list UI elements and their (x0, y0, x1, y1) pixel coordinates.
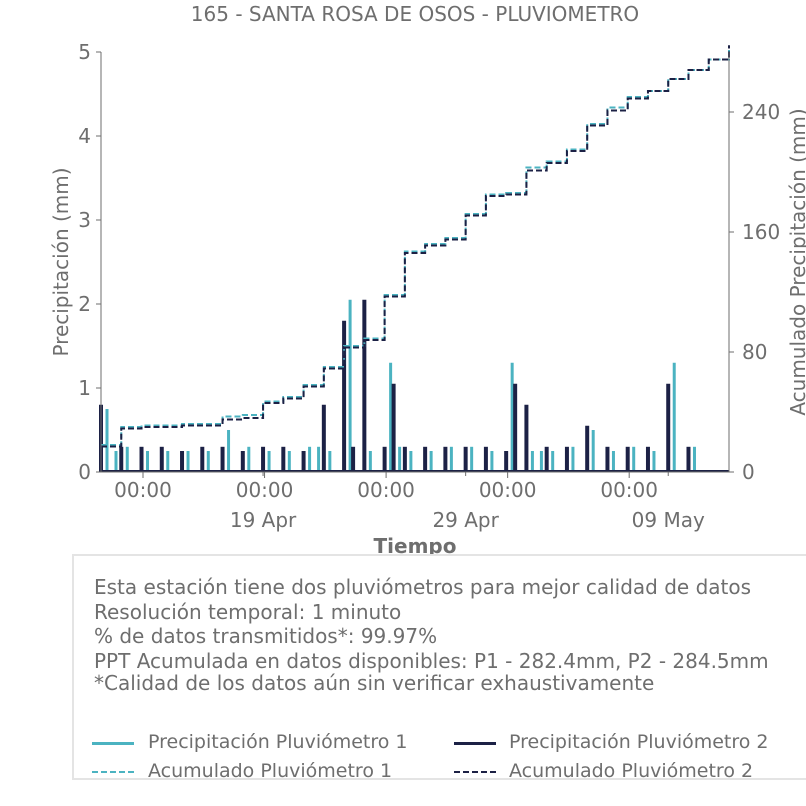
y2-axis-label: Acumulado Precipitación (mm) (786, 108, 806, 415)
x-tick-label: 00:00 (114, 478, 172, 502)
x-tick-label: 00:00 (357, 478, 415, 502)
info-line-stations: Esta estación tiene dos pluviómetros par… (94, 575, 752, 599)
y2-tick-label: 80 (742, 340, 767, 364)
y-tick-label: 4 (78, 124, 91, 148)
legend-swatch-a2 (454, 771, 496, 773)
info-line-resolution: Resolución temporal: 1 minuto (94, 600, 402, 624)
x-tick-label: 00:00 (479, 478, 537, 502)
y-axis-label: Precipitación (mm) (49, 167, 73, 356)
x-date-label: 09 May (632, 508, 705, 532)
x-date-label: 19 Apr (230, 508, 297, 532)
chart-canvas: 165 - SANTA ROSA DE OSOS - PLUVIOMETRO 0… (49, 2, 806, 558)
legend-label-p1: Precipitación Pluviómetro 1 (148, 731, 408, 753)
y-tick-label: 1 (78, 376, 91, 400)
y2-tick-label: 240 (742, 100, 780, 124)
info-line-transmitted: % de datos transmitidos*: 99.97% (94, 624, 438, 648)
y2-tick-label: 0 (742, 460, 755, 484)
y-tick-label: 5 (78, 40, 91, 64)
info-line-accumulated: PPT Acumulada en datos disponibles: P1 -… (94, 649, 769, 673)
y-tick-label: 0 (78, 460, 91, 484)
info-box: Esta estación tiene dos pluviómetros par… (72, 554, 806, 782)
cumulative-line-1 (101, 48, 730, 446)
x-tick-label: 00:00 (600, 478, 658, 502)
chart-title: 165 - SANTA ROSA DE OSOS - PLUVIOMETRO (191, 2, 639, 26)
legend-label-p2: Precipitación Pluviómetro 2 (509, 731, 769, 753)
info-line-quality-note: *Calidad de los datos aún sin verificar … (94, 671, 655, 695)
legend-label-a1: Acumulado Pluviómetro 1 (148, 760, 393, 782)
legend-swatch-a1 (92, 771, 134, 773)
y-tick-label: 3 (78, 208, 91, 232)
legend-swatch-p1 (92, 742, 134, 745)
y2-tick-label: 160 (742, 220, 780, 244)
x-date-label: 29 Apr (432, 508, 499, 532)
legend-swatch-p2 (454, 742, 496, 745)
cumulative-line-2 (101, 45, 730, 448)
axes: 0 1 2 3 4 5 0 80 160 240 00:00 00:00 00:00 00:00 00:00… (78, 40, 780, 532)
legend-label-a2: Acumulado Pluviómetro 2 (509, 760, 754, 782)
x-tick-label: 00:00 (236, 478, 294, 502)
plot-area (99, 45, 730, 472)
y-tick-label: 2 (78, 292, 91, 316)
